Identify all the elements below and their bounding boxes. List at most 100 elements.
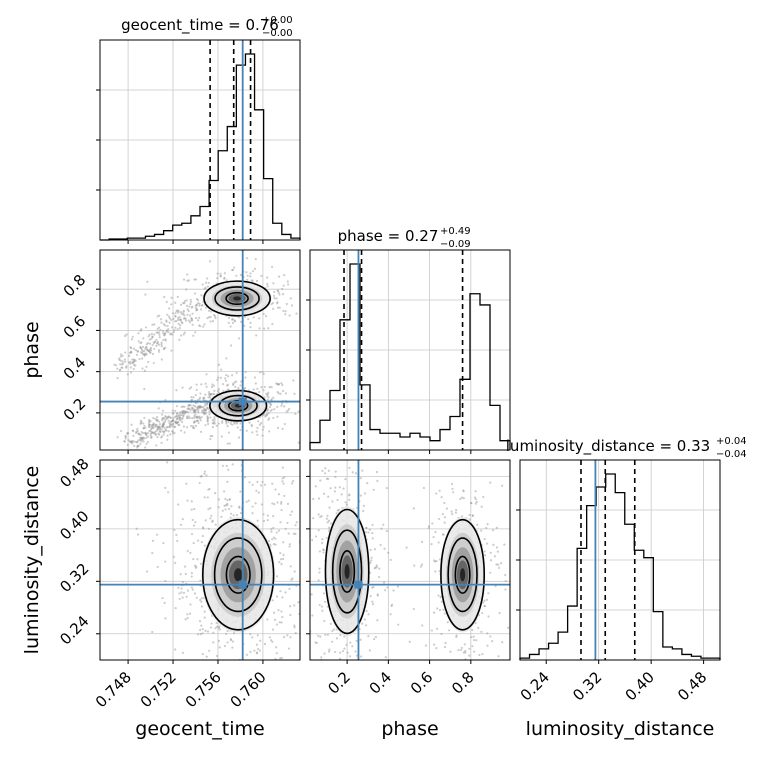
sample-point [151, 323, 154, 326]
sample-point [215, 621, 218, 625]
sample-point [328, 648, 331, 651]
sample-point [172, 317, 175, 320]
sample-point [181, 386, 184, 389]
sample-point [226, 499, 229, 502]
sample-point [154, 433, 157, 436]
sample-point [190, 316, 193, 320]
sample-point [444, 699, 446, 701]
sample-point [389, 613, 392, 616]
sample-point [120, 429, 123, 433]
sample-point [252, 316, 255, 319]
sample-point [435, 560, 438, 563]
sample-point [354, 472, 358, 475]
sample-point [363, 492, 367, 495]
sample-point [326, 514, 329, 517]
sample-point [186, 616, 189, 620]
sample-point [311, 614, 314, 617]
contour-line [213, 537, 263, 613]
sample-point [165, 429, 168, 432]
sample-point [331, 629, 334, 633]
sample-point [206, 417, 210, 420]
sample-point [166, 324, 169, 328]
sample-point [211, 419, 214, 422]
sample-point [243, 476, 246, 479]
sample-point [281, 480, 284, 483]
sample-point [205, 474, 208, 477]
sample-point [172, 411, 175, 414]
sample-point [202, 325, 205, 328]
sample-point [437, 541, 440, 544]
sample-point [275, 382, 278, 385]
sample-point [261, 434, 264, 437]
sample-point [268, 417, 271, 420]
sample-point [340, 493, 343, 496]
sample-point [144, 293, 147, 296]
sample-point [227, 375, 230, 378]
sample-point [163, 601, 166, 604]
sample-point [209, 437, 212, 441]
sample-point [178, 338, 181, 341]
sample-point [293, 392, 296, 395]
sample-point [257, 647, 260, 651]
sample-point [239, 428, 242, 432]
sample-point [486, 644, 489, 647]
sample-point [342, 487, 345, 490]
sample-point [165, 330, 168, 333]
sample-point [293, 604, 296, 607]
sample-point [158, 433, 161, 436]
sample-point [188, 407, 191, 410]
sample-point [344, 501, 347, 504]
sample-point [178, 597, 181, 601]
sample-point [143, 416, 146, 420]
sample-point [160, 343, 163, 346]
sample-point [167, 330, 170, 334]
sample-point [298, 701, 300, 703]
sample-point [327, 664, 329, 666]
sample-point [134, 440, 137, 443]
sample-point [302, 546, 304, 548]
sample-point [318, 567, 321, 570]
contour-line [227, 399, 249, 412]
sample-point [213, 389, 216, 392]
sample-point [209, 416, 212, 419]
sample-point [181, 410, 185, 414]
sample-point [212, 384, 216, 387]
sample-point [198, 415, 201, 418]
sample-point [123, 358, 127, 361]
sample-point [271, 538, 274, 541]
sample-point [472, 638, 476, 642]
sample-point [277, 529, 281, 532]
sample-point [341, 649, 345, 653]
sample-point [282, 482, 285, 485]
sample-point [231, 318, 234, 321]
sample-point [361, 622, 364, 625]
sample-point [172, 419, 175, 422]
sample-point [303, 308, 305, 310]
sample-point [258, 317, 261, 320]
sample-point [202, 398, 205, 401]
title-luminosity-distance-sup: +0.04 [716, 436, 747, 447]
density-geocent_time-luminosity_distance [201, 517, 276, 633]
sample-point [158, 336, 161, 339]
sample-point [460, 646, 463, 650]
sample-point [176, 421, 179, 424]
sample-point [273, 709, 275, 711]
sample-point [245, 653, 248, 656]
sample-point [278, 560, 281, 564]
sample-point [236, 426, 239, 429]
title-phase-sub: −0.09 [440, 239, 471, 250]
sample-point [434, 530, 437, 534]
sample-point [279, 590, 282, 593]
title-luminosity-distance: luminosity_distance = 0.33 [506, 437, 710, 456]
sample-point [231, 457, 233, 459]
sample-point [126, 443, 129, 447]
sample-point [217, 388, 220, 391]
sample-point [200, 541, 203, 544]
sample-point [329, 487, 332, 490]
sample-point [515, 574, 517, 576]
sample-point [151, 343, 154, 346]
sample-point [272, 396, 275, 399]
sample-point [321, 609, 324, 612]
sample-point [486, 542, 489, 545]
sample-point [180, 429, 183, 432]
